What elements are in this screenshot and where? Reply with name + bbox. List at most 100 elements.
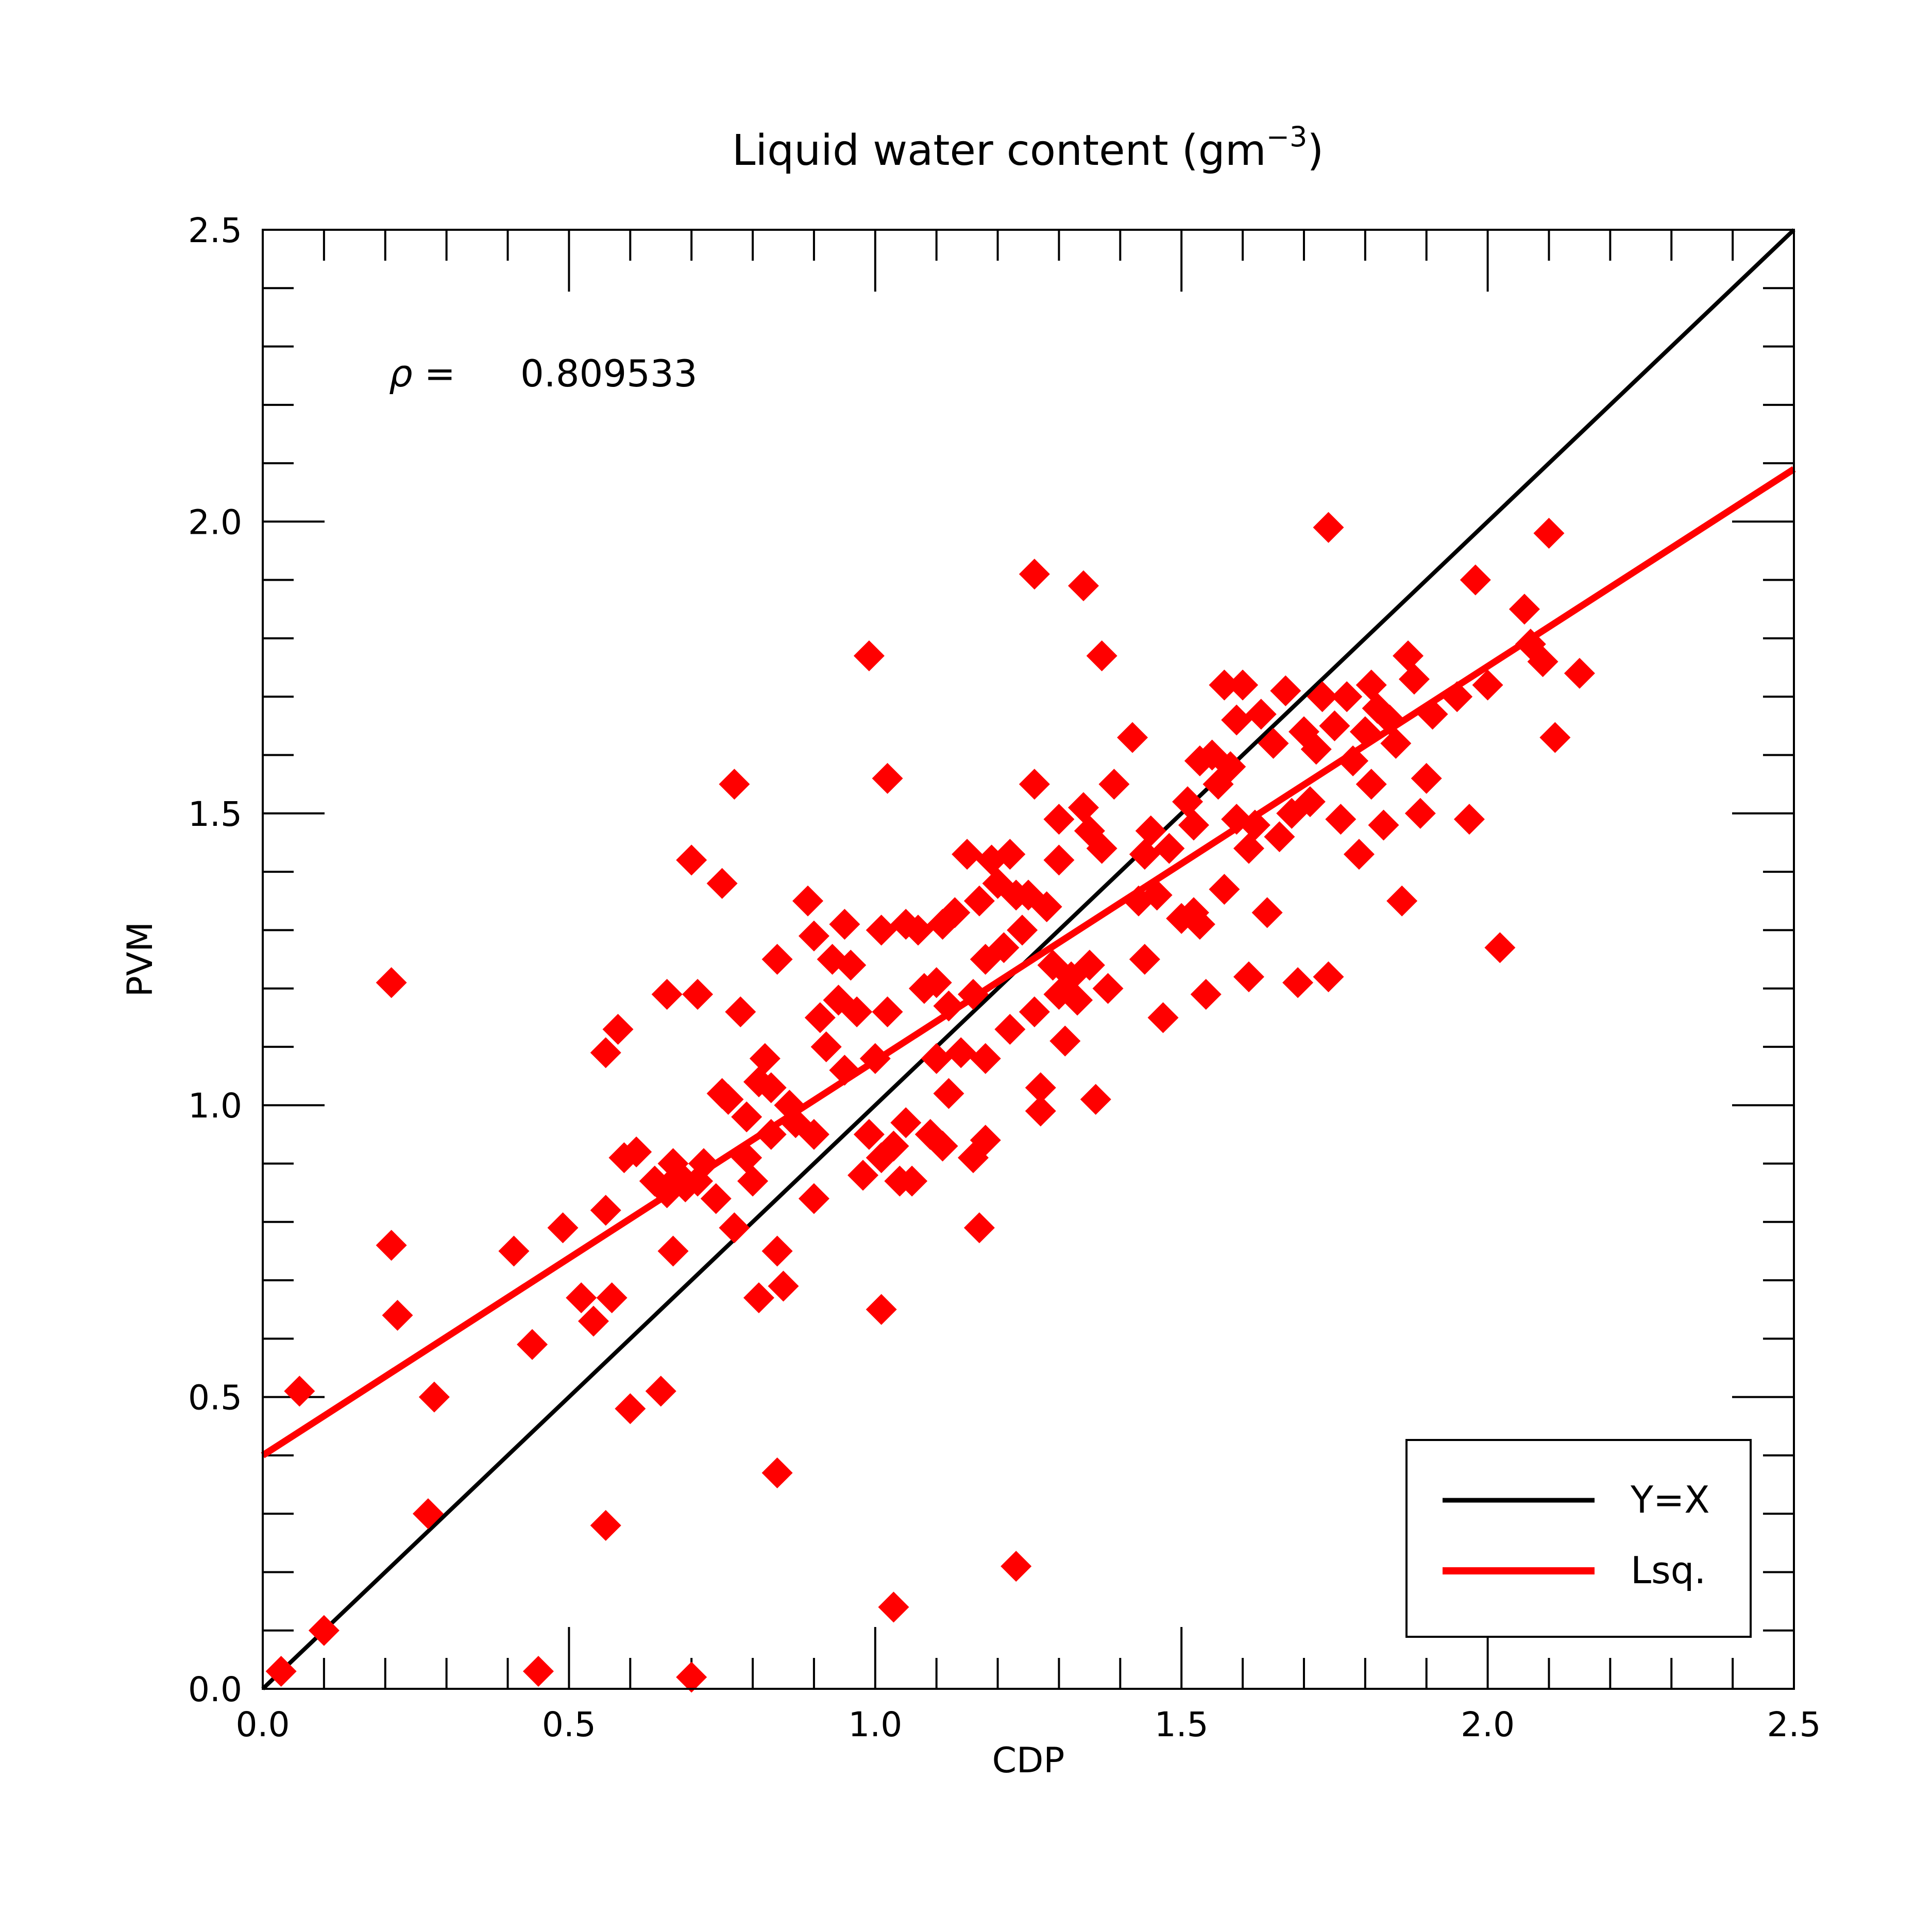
data-point — [1043, 804, 1075, 835]
data-point — [1355, 669, 1387, 701]
data-point — [988, 932, 1020, 963]
data-point — [1141, 879, 1173, 911]
data-point — [1117, 722, 1148, 753]
data-point — [1062, 985, 1093, 1016]
data-point — [590, 1195, 621, 1226]
data-point — [1098, 769, 1130, 800]
data-point — [761, 944, 793, 975]
data-point — [878, 1591, 909, 1623]
data-point — [848, 1160, 879, 1191]
data-point — [1282, 967, 1314, 998]
data-point — [853, 640, 885, 671]
data-point — [1172, 786, 1204, 818]
data-point — [547, 1212, 579, 1244]
data-point — [829, 909, 860, 940]
data-points — [265, 512, 1595, 1693]
data-point — [921, 967, 952, 998]
data-point — [896, 1165, 928, 1197]
data-point — [878, 1130, 909, 1162]
y-tick-label: 1.0 — [188, 1086, 242, 1126]
data-point — [682, 978, 714, 1010]
data-point — [1092, 973, 1124, 1004]
data-point — [866, 1294, 897, 1325]
data-point — [376, 967, 407, 998]
data-point — [994, 839, 1026, 870]
data-point — [1209, 874, 1240, 905]
data-point — [1129, 839, 1160, 870]
data-point — [651, 978, 683, 1010]
data-point — [853, 1118, 885, 1150]
legend-label-lsq: Lsq. — [1631, 1549, 1706, 1592]
chart-title-superscript: −3 — [1266, 121, 1308, 153]
data-point — [1313, 961, 1344, 992]
data-point — [1368, 809, 1399, 841]
data-point — [621, 1136, 652, 1167]
correlation-value: 0.809533 — [520, 352, 698, 395]
data-point — [1509, 594, 1540, 625]
correlation-symbol: ρ = — [389, 352, 455, 395]
data-point — [1453, 804, 1485, 835]
data-point — [725, 996, 756, 1027]
data-point — [1270, 675, 1301, 706]
data-point — [657, 1235, 689, 1267]
data-point — [743, 1282, 774, 1314]
data-point — [939, 897, 971, 928]
data-point — [1067, 570, 1099, 602]
data-point — [376, 1230, 407, 1261]
data-point — [798, 920, 829, 952]
data-point — [749, 1043, 781, 1074]
data-point — [1404, 798, 1436, 829]
data-point — [761, 1235, 793, 1267]
data-point — [1313, 512, 1344, 543]
data-point — [1086, 640, 1117, 671]
data-point — [1147, 1002, 1179, 1033]
chart-title-suffix: ) — [1307, 126, 1324, 175]
data-point — [590, 1037, 621, 1069]
data-point — [1209, 669, 1240, 701]
data-point — [731, 1142, 762, 1174]
data-point — [1135, 815, 1166, 846]
data-point — [522, 1656, 554, 1687]
data-point — [308, 1615, 340, 1646]
data-point — [841, 996, 873, 1027]
data-point — [1386, 885, 1418, 917]
data-point — [945, 1037, 977, 1069]
data-point — [1460, 564, 1491, 596]
data-point — [1086, 833, 1117, 864]
data-point — [412, 1498, 444, 1530]
data-point — [1527, 646, 1558, 677]
data-point — [1539, 722, 1571, 753]
data-point — [963, 885, 995, 917]
y-axis-label: PVM — [120, 922, 161, 997]
data-point — [590, 1510, 621, 1541]
data-point — [517, 1329, 548, 1360]
data-point — [963, 1212, 995, 1244]
data-point — [719, 769, 750, 800]
data-point — [755, 1072, 787, 1104]
data-point — [1331, 681, 1363, 713]
data-point — [1411, 762, 1442, 794]
x-tick-label: 2.5 — [1767, 1705, 1821, 1744]
data-point — [1043, 844, 1075, 876]
legend-box — [1405, 1439, 1752, 1638]
x-tick-label: 1.0 — [848, 1705, 902, 1744]
data-point — [755, 1118, 787, 1150]
data-point — [970, 1043, 1001, 1074]
data-point — [1337, 745, 1369, 776]
legend-label-yx: Y=X — [1630, 1478, 1710, 1521]
data-point — [994, 1013, 1026, 1045]
data-point — [596, 1282, 628, 1314]
data-point — [1417, 699, 1448, 730]
data-point — [688, 1148, 719, 1179]
data-point — [761, 1457, 793, 1488]
data-point — [719, 1212, 750, 1244]
data-point — [872, 996, 903, 1027]
plot-frame — [262, 229, 1795, 1690]
data-point — [737, 1165, 769, 1197]
chart-title: Liquid water content (gm−3) — [732, 121, 1324, 175]
data-point — [927, 1130, 958, 1162]
data-point — [810, 1031, 842, 1062]
data-point — [1258, 727, 1289, 759]
data-point — [418, 1381, 450, 1413]
data-point — [1001, 1551, 1032, 1582]
